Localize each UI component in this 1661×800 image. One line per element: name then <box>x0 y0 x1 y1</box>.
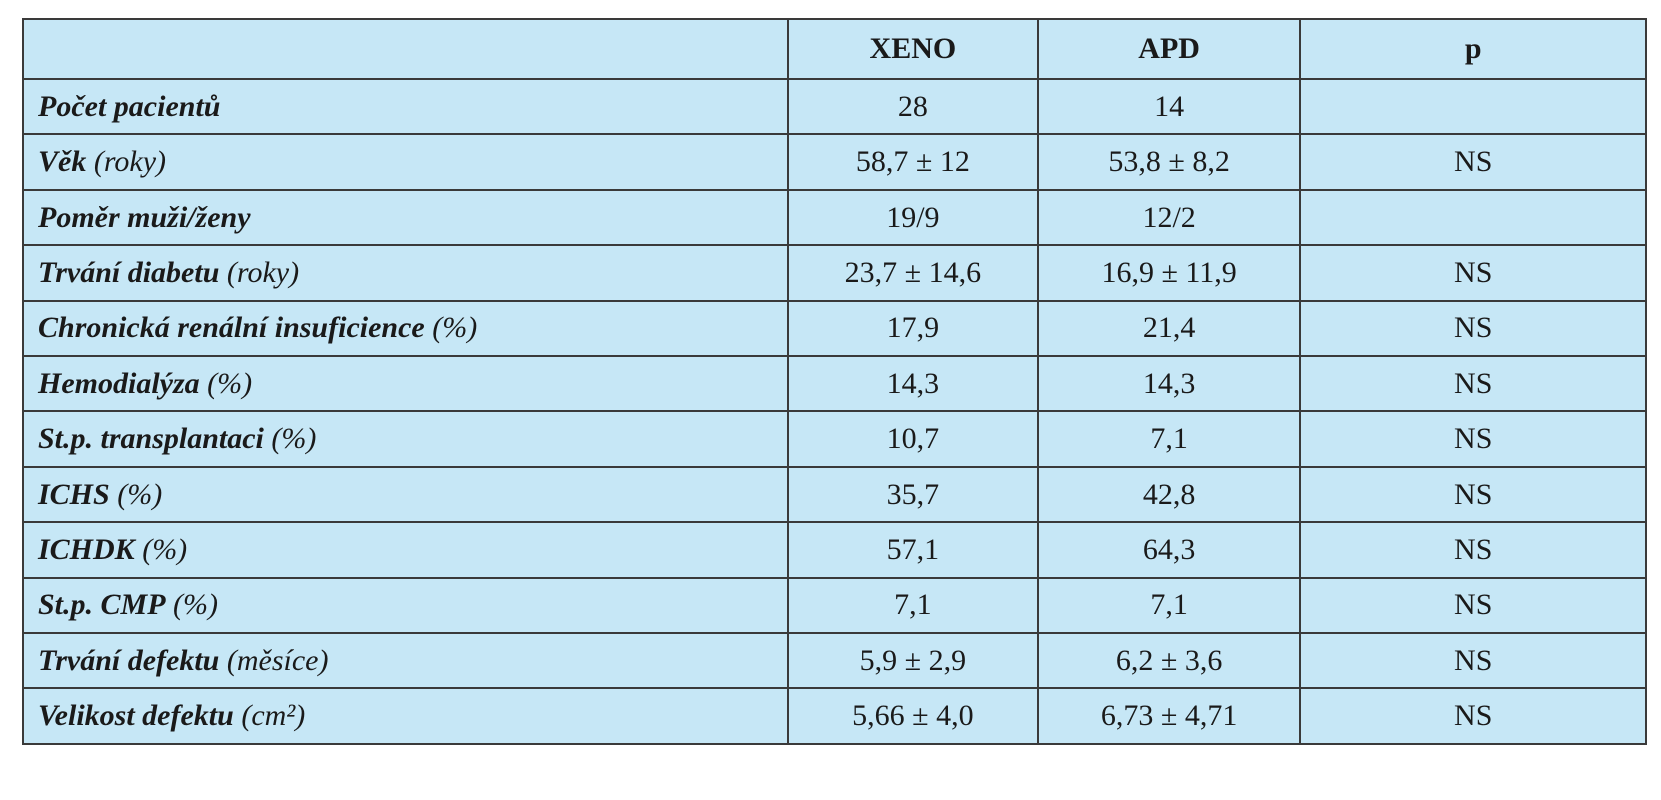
table-row: St.p. transplantaci (%) 10,7 7,1 NS <box>22 410 1647 468</box>
row-label-cell: St.p. transplantaci (%) <box>22 410 789 468</box>
value-cell: 28 <box>787 77 1039 136</box>
value-cell: 7,1 <box>1036 576 1302 635</box>
value-cell: 64,3 <box>1036 521 1302 579</box>
value-cell: 5,9 ± 2,9 <box>787 632 1039 690</box>
row-label-cell: St.p. CMP (%) <box>22 576 789 635</box>
value-cell: 14,3 <box>787 355 1039 413</box>
row-unit: (roky) <box>93 145 167 179</box>
table-row: Počet pacientů 28 14 <box>22 77 1647 136</box>
value-cell: NS <box>1299 355 1647 413</box>
value-cell: 12/2 <box>1036 188 1302 247</box>
row-unit: (%) <box>117 477 163 511</box>
table-row: Velikost defektu (cm²) 5,66 ± 4,0 6,73 ± 4… <box>22 687 1647 745</box>
header-cell: p <box>1299 18 1647 80</box>
value-cell: 21,4 <box>1036 299 1302 358</box>
row-label-cell: Trvání defektu (měsíce) <box>22 632 789 690</box>
value-cell: 14 <box>1036 77 1302 136</box>
row-label: ICHS <box>38 477 110 511</box>
value-cell: NS <box>1299 410 1647 468</box>
value-cell: 6,2 ± 3,6 <box>1036 632 1302 690</box>
value-cell: 58,7 ± 12 <box>787 133 1039 191</box>
data-table: XENO APD p Počet pacientů 28 14 Věk (roky) 5… <box>22 18 1647 745</box>
row-label-cell: Chronická renální insuficience (%) <box>22 299 789 358</box>
value-cell: 10,7 <box>787 410 1039 468</box>
value-cell: 17,9 <box>787 299 1039 358</box>
row-label: Trvání diabetu <box>38 255 220 289</box>
value-cell: NS <box>1299 632 1647 690</box>
header-cell: APD <box>1036 18 1302 80</box>
row-label: Poměr muži/ženy <box>38 200 251 234</box>
table-row: ICHS (%) 35,7 42,8 NS <box>22 465 1647 524</box>
table-row: ICHDK (%) 57,1 64,3 NS <box>22 521 1647 579</box>
empty-cell <box>1299 77 1647 136</box>
row-unit: (měsíce) <box>226 643 329 677</box>
table-body: Počet pacientů 28 14 Věk (roky) 58,7 ± 12 53,… <box>22 77 1647 745</box>
row-label: Počet pacientů <box>38 89 221 123</box>
row-label: Chronická renální insuficience <box>38 311 425 345</box>
row-unit: (%) <box>432 311 478 345</box>
row-unit: (cm²) <box>241 699 306 733</box>
table-row: Chronická renální insuficience (%) 17,9 21… <box>22 299 1647 358</box>
header-cell <box>22 18 789 80</box>
value-cell: 53,8 ± 8,2 <box>1036 133 1302 191</box>
value-cell: 19/9 <box>787 188 1039 247</box>
value-cell: 42,8 <box>1036 465 1302 524</box>
value-cell: NS <box>1299 576 1647 635</box>
row-label: ICHDK <box>38 532 135 566</box>
row-label: Hemodialýza <box>38 366 200 400</box>
value-cell: NS <box>1299 465 1647 524</box>
value-cell: NS <box>1299 299 1647 358</box>
value-cell: 7,1 <box>787 576 1039 635</box>
header-cell: XENO <box>787 18 1039 80</box>
value-cell: 6,73 ± 4,71 <box>1036 687 1302 745</box>
value-cell: NS <box>1299 687 1647 745</box>
value-cell: 7,1 <box>1036 410 1302 468</box>
row-label-cell: Hemodialýza (%) <box>22 355 789 413</box>
value-cell: 35,7 <box>787 465 1039 524</box>
value-cell: 16,9 ± 11,9 <box>1036 244 1302 302</box>
row-label: Trvání defektu <box>38 643 220 677</box>
value-cell: NS <box>1299 133 1647 191</box>
table-row: Trvání diabetu (roky) 23,7 ± 14,6 16,9 ± 1… <box>22 244 1647 302</box>
row-label: Velikost defektu <box>38 699 234 733</box>
value-cell: NS <box>1299 244 1647 302</box>
value-cell: 5,66 ± 4,0 <box>787 687 1039 745</box>
row-label: Věk <box>38 145 87 179</box>
table-row: Trvání defektu (měsíce) 5,9 ± 2,9 6,2 ± 3,… <box>22 632 1647 690</box>
row-unit: (%) <box>271 422 317 456</box>
row-unit: (%) <box>173 588 219 622</box>
row-label: St.p. CMP <box>38 588 166 622</box>
row-unit: (%) <box>207 366 253 400</box>
row-label-cell: Počet pacientů <box>22 77 789 136</box>
empty-cell <box>1299 188 1647 247</box>
row-unit: (%) <box>142 532 188 566</box>
value-cell: 23,7 ± 14,6 <box>787 244 1039 302</box>
row-label-cell: Trvání diabetu (roky) <box>22 244 789 302</box>
header-row: XENO APD p <box>22 18 1647 80</box>
table-row: St.p. CMP (%) 7,1 7,1 NS <box>22 576 1647 635</box>
row-unit: (roky) <box>226 255 300 289</box>
table-row: Poměr muži/ženy 19/9 12/2 <box>22 188 1647 247</box>
value-cell: 14,3 <box>1036 355 1302 413</box>
table-row: Hemodialýza (%) 14,3 14,3 NS <box>22 355 1647 413</box>
row-label-cell: Poměr muži/ženy <box>22 188 789 247</box>
value-cell: 57,1 <box>787 521 1039 579</box>
row-label-cell: ICHS (%) <box>22 465 789 524</box>
row-label-cell: Velikost defektu (cm²) <box>22 687 789 745</box>
row-label-cell: Věk (roky) <box>22 133 789 191</box>
row-label-cell: ICHDK (%) <box>22 521 789 579</box>
value-cell: NS <box>1299 521 1647 579</box>
row-label: St.p. transplantaci <box>38 422 264 456</box>
table-row: Věk (roky) 58,7 ± 12 53,8 ± 8,2 NS <box>22 133 1647 191</box>
